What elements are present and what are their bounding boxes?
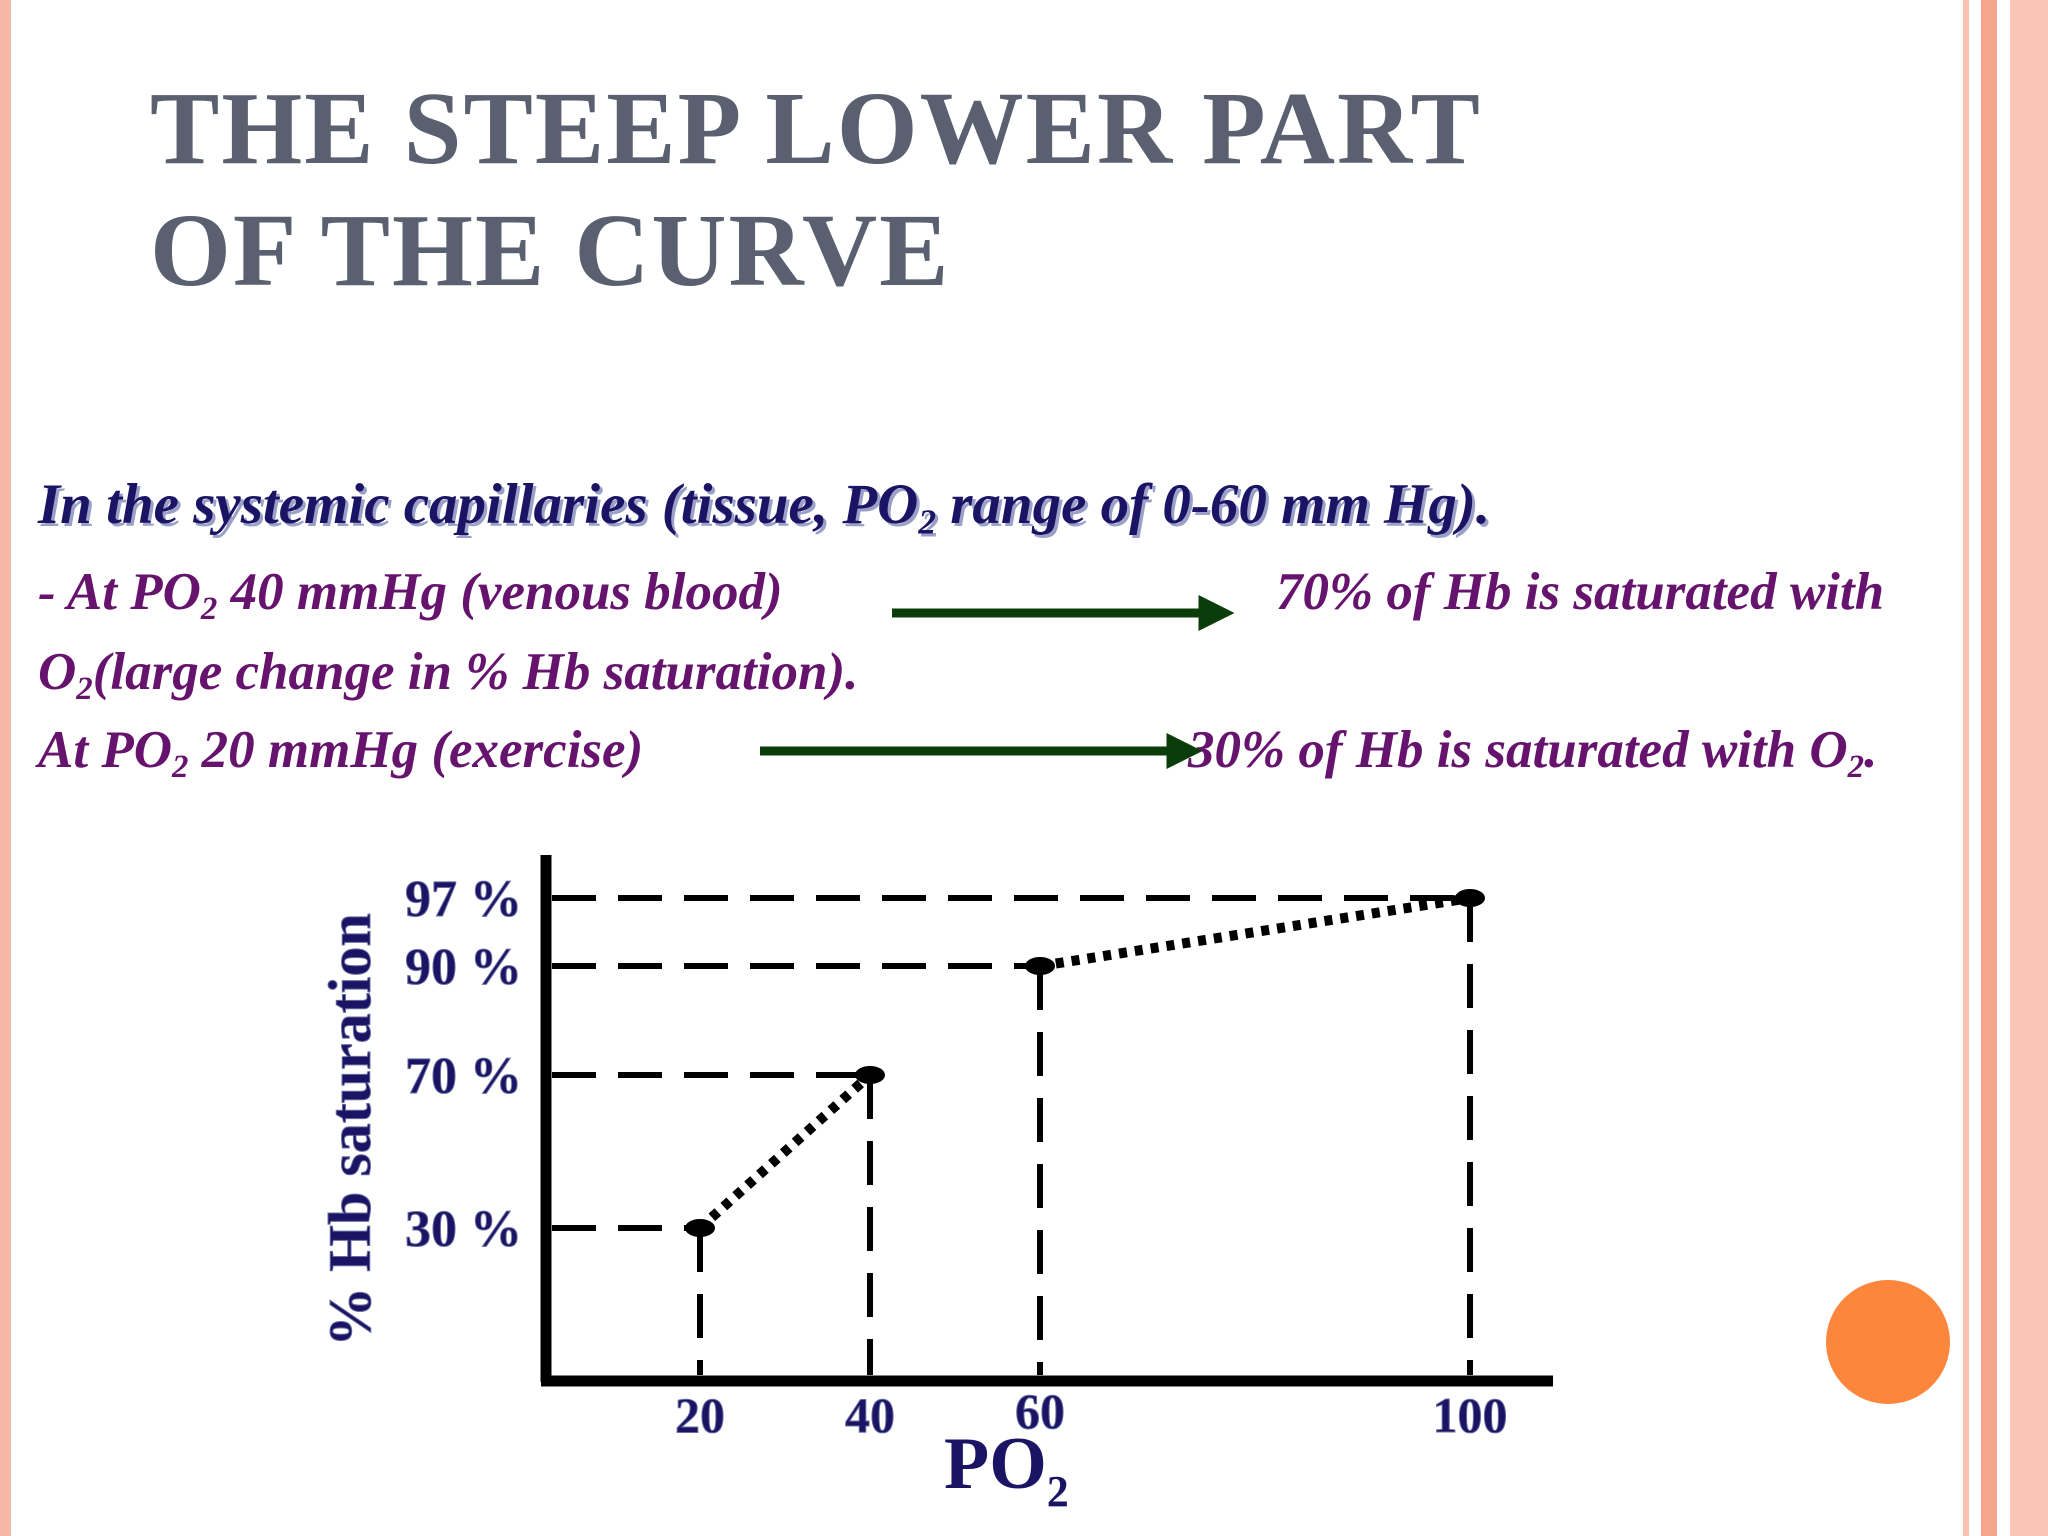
x-tick-label: 60 [1015, 1383, 1065, 1439]
statement-subscript: 2 [200, 590, 218, 627]
slide-frame-right-stripe [1981, 0, 1997, 1536]
heading-subscript: 2 [918, 502, 936, 542]
heading-text-end: range of 0-60 mm Hg). [935, 473, 1491, 536]
venous-blood-result: 70% of Hb is saturated with [1276, 563, 1885, 621]
statement-subscript: 2 [171, 748, 189, 785]
data-point [685, 1219, 715, 1237]
y-tick-label: 70 % [405, 1048, 522, 1105]
dotted-curve-segment [1039, 893, 1471, 971]
statement-text: - At PO [38, 563, 201, 621]
slide-frame-left [0, 0, 11, 1536]
result-text-end: . [1864, 721, 1878, 779]
exercise-statement: At PO2 20 mmHg (exercise) [38, 720, 643, 786]
slide-frame-right-stripe [1963, 0, 1969, 1536]
statement-subscript: 2 [76, 670, 93, 707]
x-axis-label-text: PO [944, 1423, 1047, 1505]
dotted-curve-segment [696, 1071, 874, 1232]
y-tick-label: 30 % [405, 1201, 522, 1258]
x-tick-label: 100 [1433, 1387, 1508, 1443]
slide-title: THE STEEP LOWER PART OF THE CURVE [150, 68, 1650, 312]
statement-text: O [38, 643, 77, 701]
slide-frame-right-stripe [2010, 0, 2048, 1536]
y-axis-label: % Hb saturation [317, 913, 383, 1346]
x-tick-label: 40 [845, 1387, 895, 1443]
venous-blood-statement: - At PO2 40 mmHg (venous blood) [38, 562, 783, 628]
slide-title-line2: OF THE CURVE [150, 193, 951, 308]
result-subscript: 2 [1847, 748, 1865, 785]
data-point [855, 1066, 885, 1084]
x-tick-label: 20 [675, 1387, 725, 1443]
statement-text: At PO [38, 721, 172, 779]
data-point [1455, 889, 1485, 907]
result-text: 30% of Hb is saturated with O [1188, 721, 1848, 779]
section-heading: In the systemic capillaries (tissue, PO2… [38, 472, 1490, 543]
x-axis-label-subscript: 2 [1047, 1467, 1069, 1516]
data-point [1025, 957, 1055, 975]
slide-title-line1: THE STEEP LOWER PART [150, 71, 1482, 186]
statement-text-end: 40 mmHg (venous blood) [217, 563, 783, 621]
heading-text: In the systemic capillaries (tissue, PO [38, 473, 919, 536]
x-axis-label: PO2 [944, 1423, 1069, 1516]
y-tick-label: 90 % [405, 939, 522, 996]
statement-text-end: 20 mmHg (exercise) [188, 721, 644, 779]
y-tick-label: 97 % [405, 871, 522, 928]
large-change-statement: O2(large change in % Hb saturation). [38, 642, 858, 708]
accent-circle [1826, 1280, 1950, 1404]
statement-text-end: (large change in % Hb saturation). [92, 643, 859, 701]
exercise-result: 30% of Hb is saturated with O2. [1188, 720, 1877, 786]
